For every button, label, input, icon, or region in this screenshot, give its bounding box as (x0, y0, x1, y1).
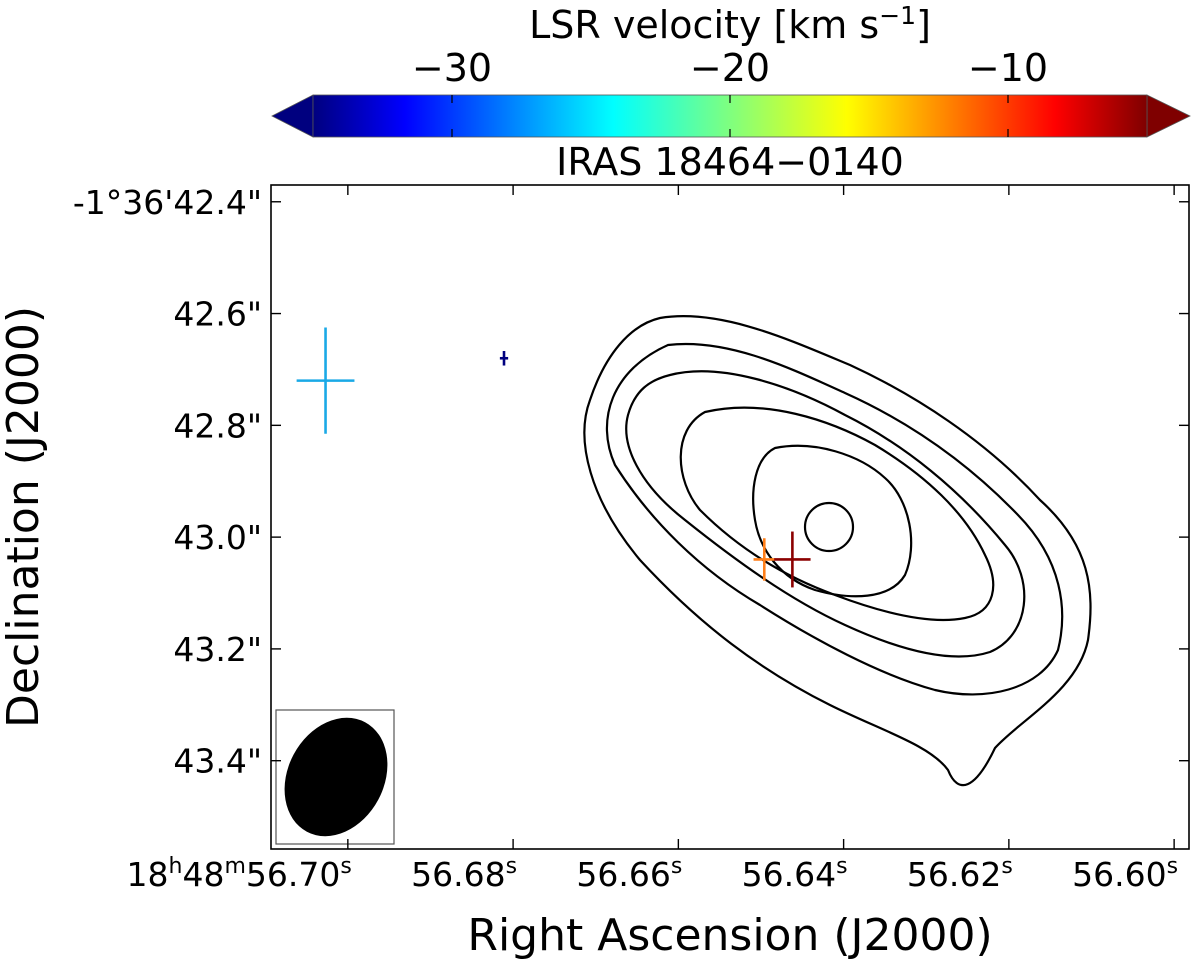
maser-dark-red (774, 531, 811, 588)
x-tick-label-seconds-unit: s (671, 854, 682, 879)
y-tick-label: 42.6" (173, 295, 262, 334)
x-tick-label-seconds-unit: s (340, 854, 351, 879)
x-tick-label-seconds-unit: s (836, 854, 847, 879)
y-tick-label: -1°36'42.4" (73, 183, 262, 222)
colorbar-tick-label: −30 (412, 46, 492, 90)
y-tick-label: 43.4" (173, 742, 262, 781)
x-tick-label: 56.64s (742, 854, 848, 894)
colorbar-tick-label: −20 (690, 46, 770, 90)
colorbar-tick-label: −10 (968, 46, 1048, 90)
contour-level-1 (583, 315, 1092, 787)
x-tick-label: 56.68s (411, 854, 517, 894)
x-axis-label: Right Ascension (J2000) (467, 910, 992, 961)
x-tick-label-hours: 18 (127, 855, 169, 894)
contour-level-6 (803, 501, 855, 553)
colorbar-extend-high (1146, 94, 1191, 138)
x-tick-label-seconds: 56.62 (907, 855, 1001, 894)
chart-title: IRAS 18464−0140 (556, 140, 904, 184)
x-tick-label-seconds: 56.68 (411, 855, 505, 894)
y-tick-label: 43.2" (173, 630, 262, 669)
x-tick-label-seconds: 56.66 (576, 855, 670, 894)
x-tick-label: 56.66s (576, 854, 682, 894)
y-tick-label: 42.8" (173, 406, 262, 445)
plot-area (270, 184, 1190, 850)
x-tick-label-minutes-unit: m (224, 854, 245, 879)
contour-level-4 (679, 406, 995, 622)
maser-navy (499, 351, 509, 366)
colorbar-label: LSR velocity [km s−1] (529, 1, 931, 47)
x-tick-label-hours-unit: h (169, 854, 183, 879)
maser-light-blue (296, 327, 355, 434)
x-tick-label: 18h48m56.70s (127, 854, 352, 894)
x-tick-label-seconds: 56.70 (246, 855, 340, 894)
y-tick-label: 43.0" (173, 518, 262, 557)
x-tick-label-seconds-unit: s (1167, 854, 1178, 879)
y-axis-label: Declination (J2000) (0, 306, 49, 728)
beam-ellipse (284, 717, 388, 837)
contour-level-2 (605, 342, 1064, 696)
maser-orange (753, 538, 776, 581)
x-tick-label-minutes: 48 (182, 855, 224, 894)
x-tick-label-seconds: 56.60 (1072, 855, 1166, 894)
contour-level-3 (625, 370, 1026, 658)
x-tick-label-seconds-unit: s (1001, 854, 1012, 879)
x-tick-label: 56.62s (907, 854, 1013, 894)
contour-level-5 (752, 444, 913, 598)
x-tick-label-seconds-unit: s (506, 854, 517, 879)
colorbar-extend-low (271, 94, 314, 138)
x-tick-label-seconds: 56.64 (742, 855, 836, 894)
x-tick-label: 56.60s (1072, 854, 1178, 894)
contour-map (583, 315, 1092, 787)
